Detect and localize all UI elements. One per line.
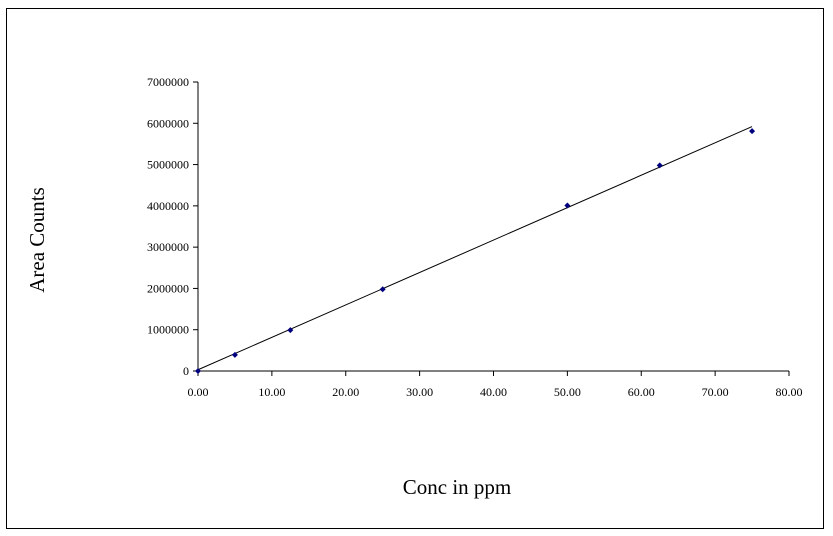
x-axis-ticks: 0.00 10.00 20.00 30.00 40.00 50.00 60.00 70.00 8… xyxy=(188,371,803,399)
data-point xyxy=(656,162,663,169)
trendline xyxy=(197,126,753,371)
data-point xyxy=(195,368,201,374)
chart-frame xyxy=(6,8,824,529)
y-tick-label: 0 xyxy=(183,364,189,378)
x-tick-label: 50.00 xyxy=(554,385,581,399)
x-tick-label: 70.00 xyxy=(702,385,729,399)
data-points xyxy=(195,128,756,374)
x-axis-title: Conc in ppm xyxy=(403,475,512,499)
y-tick-label: 7000000 xyxy=(147,75,189,89)
x-tick-label: 80.00 xyxy=(776,385,803,399)
y-tick-label: 3000000 xyxy=(147,240,189,254)
x-tick-label: 60.00 xyxy=(628,385,655,399)
x-tick-label: 30.00 xyxy=(406,385,433,399)
x-tick-label: 10.00 xyxy=(258,385,285,399)
axes xyxy=(197,82,789,372)
data-point xyxy=(287,327,294,334)
data-point xyxy=(749,128,756,135)
y-tick-label: 4000000 xyxy=(147,199,189,213)
data-point xyxy=(231,351,238,358)
x-tick-label: 0.00 xyxy=(188,385,209,399)
y-axis-title: Area Counts xyxy=(25,187,49,293)
trendline-group xyxy=(197,126,753,371)
y-tick-label: 5000000 xyxy=(147,158,189,172)
y-tick-label: 1000000 xyxy=(147,323,189,337)
x-tick-label: 40.00 xyxy=(480,385,507,399)
data-point xyxy=(379,286,386,293)
x-tick-label: 20.00 xyxy=(332,385,359,399)
y-axis-ticks: 0 1000000 2000000 3000000 4000000 5000000 6000… xyxy=(147,75,198,378)
data-point xyxy=(564,202,571,209)
y-tick-label: 2000000 xyxy=(147,281,189,295)
y-tick-label: 6000000 xyxy=(147,116,189,130)
